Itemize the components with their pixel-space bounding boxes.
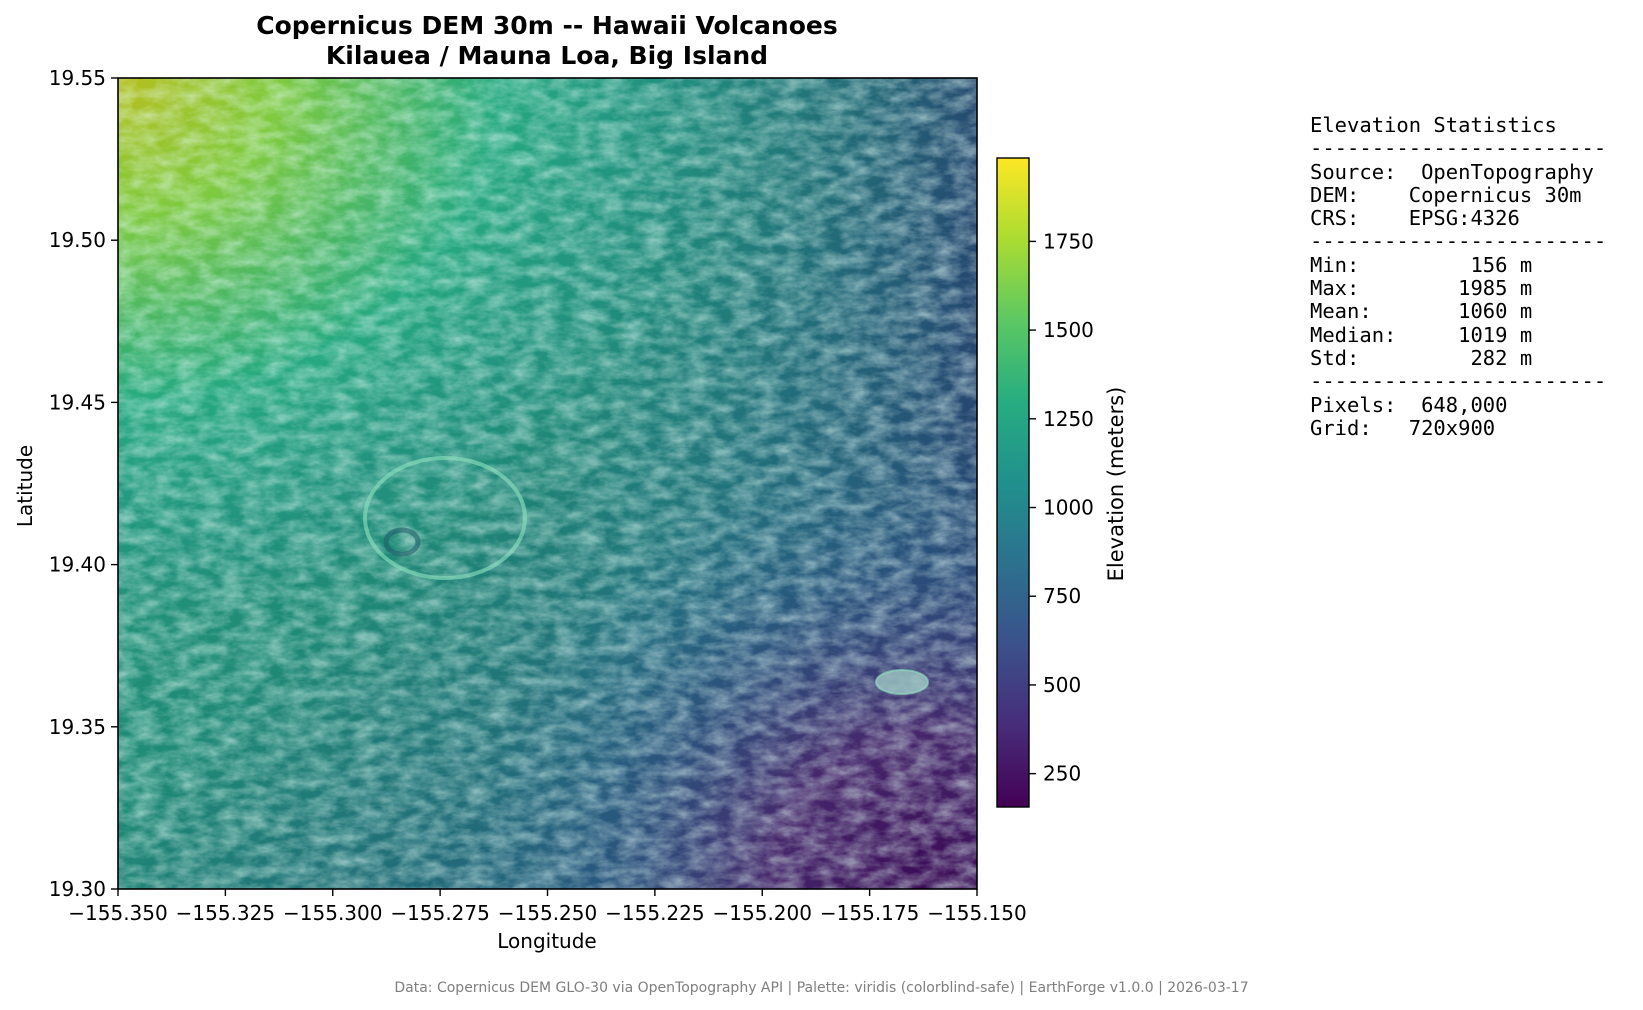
y-tick-label: 19.45 <box>49 390 106 414</box>
y-axis-label: Latitude <box>13 445 37 527</box>
y-tick-label: 19.35 <box>49 715 106 739</box>
stats-line: Std: 282 m <box>1310 345 1533 370</box>
hillshade-texture <box>118 78 977 889</box>
x-tick-label: −155.300 <box>283 901 382 925</box>
stats-line: ------------------------ <box>1310 136 1607 161</box>
colorbar-tick-label: 500 <box>1043 673 1081 697</box>
stats-line: Mean: 1060 m <box>1310 299 1533 324</box>
chart-title-line1: Copernicus DEM 30m -- Hawaii Volcanoes <box>256 11 838 40</box>
x-tick-label: −155.325 <box>176 901 275 925</box>
y-tick-label: 19.40 <box>49 553 106 577</box>
x-tick-label: −155.150 <box>927 901 1026 925</box>
elevation-heatmap <box>118 78 977 889</box>
stats-line: ------------------------ <box>1310 229 1607 254</box>
x-tick-label: −155.275 <box>390 901 489 925</box>
kilauea-caldera <box>363 456 527 580</box>
pit-crater <box>875 669 929 695</box>
stats-line: Median: 1019 m <box>1310 322 1533 347</box>
x-tick-label: −155.175 <box>820 901 919 925</box>
y-tick-label: 19.30 <box>49 877 106 901</box>
stats-line: CRS: EPSG:4326 <box>1310 206 1520 231</box>
colorbar-gradient <box>996 157 1030 808</box>
colorbar-tick-label: 1500 <box>1043 318 1094 342</box>
colorbar-label: Elevation (meters) <box>1104 387 1128 582</box>
stats-line: Min: 156 m <box>1310 252 1533 277</box>
halemaumau-crater <box>383 527 421 557</box>
y-tick-label: 19.55 <box>49 66 106 90</box>
y-tick-label: 19.50 <box>49 228 106 252</box>
colorbar-tick-label: 1750 <box>1043 229 1094 253</box>
x-axis-label: Longitude <box>497 929 596 953</box>
chart-title-line2: Kilauea / Mauna Loa, Big Island <box>326 41 768 70</box>
colorbar-tick-label: 250 <box>1043 762 1081 786</box>
stats-line: DEM: Copernicus 30m <box>1310 182 1582 207</box>
x-tick-label: −155.250 <box>498 901 597 925</box>
stats-line: Elevation Statistics <box>1310 113 1557 137</box>
colorbar-tick-label: 750 <box>1043 584 1081 608</box>
caldera-features <box>363 456 929 695</box>
elevation-statistics-panel: Elevation Statistics --------------------… <box>1310 113 1607 440</box>
x-tick-label: −155.225 <box>605 901 704 925</box>
footer-credits: Data: Copernicus DEM GLO-30 via OpenTopo… <box>394 980 1249 996</box>
colorbar: 250 500 750 1000 1250 1500 1750 Elevation (met… <box>996 157 1128 808</box>
stats-line: Source: OpenTopography <box>1310 159 1594 184</box>
stats-line: Grid: 720x900 <box>1310 415 1496 440</box>
y-axis: 19.55 19.50 19.45 19.40 19.35 19.30 <box>49 66 118 901</box>
stats-line: Pixels: 648,000 <box>1310 392 1508 417</box>
stats-line: ------------------------ <box>1310 369 1607 394</box>
x-tick-label: −155.350 <box>68 901 167 925</box>
stats-line: Max: 1985 m <box>1310 276 1533 301</box>
colorbar-ticks: 250 500 750 1000 1250 1500 1750 <box>1029 229 1094 786</box>
colorbar-tick-label: 1250 <box>1043 407 1094 431</box>
colorbar-tick-label: 1000 <box>1043 496 1094 520</box>
x-tick-label: −155.200 <box>713 901 812 925</box>
x-axis: −155.350 −155.325 −155.300 −155.275 −155.250… <box>68 889 1027 925</box>
